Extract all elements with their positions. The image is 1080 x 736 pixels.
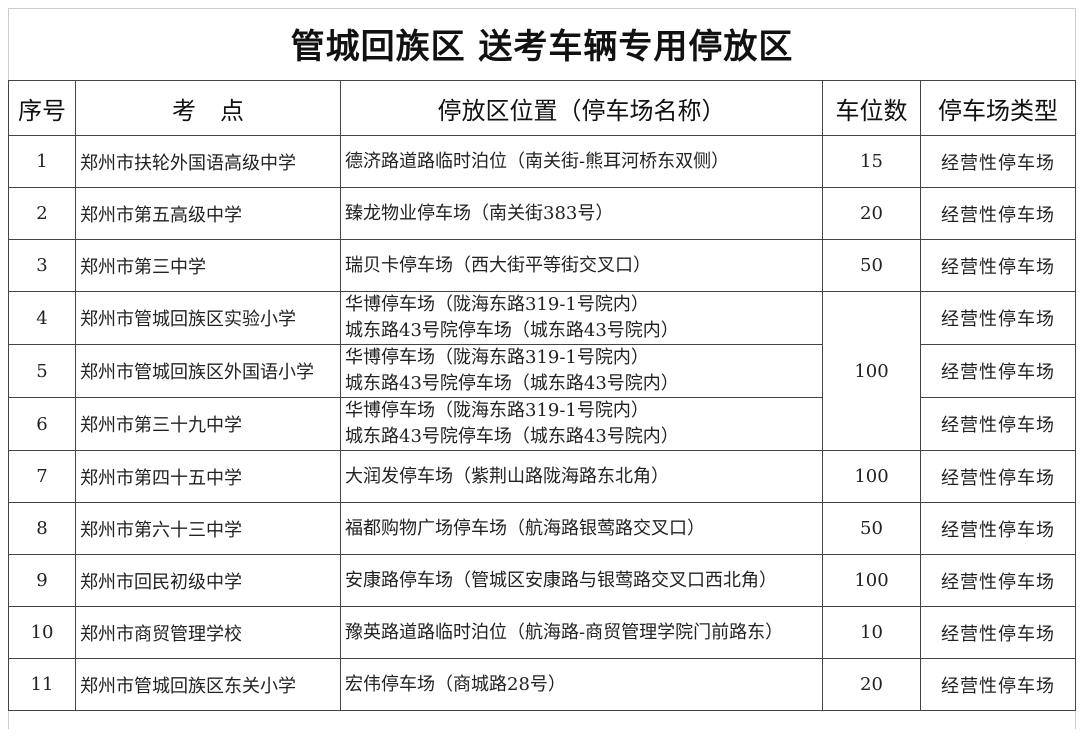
location-line: 豫英路道路临时泊位（航海路-商贸管理学院门前路东） [345,621,784,643]
location-line: 安康路停车场（管城区安康路与银莺路交叉口西北角） [345,569,777,591]
table-row: 9 郑州市回民初级中学 安康路停车场（管城区安康路与银莺路交叉口西北角） 100 经营性… [8,554,1076,607]
cell-location: 福都购物广场停车场（航海路银莺路交叉口） [340,502,823,555]
cell-location: 德济路道路临时泊位（南关街-熊耳河桥东双侧） [340,135,823,188]
cell-no: 9 [8,554,76,607]
cell-spaces: 50 [822,239,921,292]
cell-location: 安康路停车场（管城区安康路与银莺路交叉口西北角） [340,554,823,607]
cell-type: 经营性停车场 [920,135,1076,188]
header-no: 序号 [8,80,76,136]
cell-type: 经营性停车场 [920,344,1076,398]
cell-school: 郑州市管城回族区东关小学 [75,658,341,711]
page-title: 管城回族区 送考车辆专用停放区 [290,26,794,67]
cell-location: 大润发停车场（紫荆山路陇海路东北角） [340,450,823,503]
cell-spaces: 10 [822,606,921,659]
cell-spaces: 20 [822,187,921,240]
table-row: 3 郑州市第三中学 瑞贝卡停车场（西大街平等街交叉口） 50 经营性停车场 [8,239,1076,292]
cell-type: 经营性停车场 [920,658,1076,711]
cell-type: 经营性停车场 [920,450,1076,503]
location-line: 华博停车场（陇海东路319-1号院内） [345,347,649,368]
header-type: 停车场类型 [920,80,1076,136]
header-spaces: 车位数 [822,80,921,136]
table-header-row: 序号 考 点 停放区位置（停车场名称） 车位数 停车场类型 [8,80,1076,136]
location-line: 城东路43号院停车场（城东路43号院内） [345,373,679,394]
location-line: 城东路43号院停车场（城东路43号院内） [345,426,679,447]
table-row: 8 郑州市第六十三中学 福都购物广场停车场（航海路银莺路交叉口） 50 经营性停车场 [8,502,1076,555]
cell-spaces: 100 [822,291,921,451]
location-line: 宏伟停车场（商城路28号） [345,673,566,695]
cell-spaces: 100 [822,554,921,607]
cell-school: 郑州市第四十五中学 [75,450,341,503]
cell-school: 郑州市商贸管理学校 [75,606,341,659]
cell-school: 郑州市扶轮外国语高级中学 [75,135,341,188]
cell-location: 宏伟停车场（商城路28号） [340,658,823,711]
cell-no: 6 [8,397,76,451]
cell-school: 郑州市第五高级中学 [75,187,341,240]
table-row: 11 郑州市管城回族区东关小学 宏伟停车场（商城路28号） 20 经营性停车场 [8,658,1076,711]
cell-location: 华博停车场（陇海东路319-1号院内） 城东路43号院停车场（城东路43号院内） [340,291,823,345]
cell-no: 10 [8,606,76,659]
cell-spaces: 50 [822,502,921,555]
cell-no: 7 [8,450,76,503]
cell-type: 经营性停车场 [920,502,1076,555]
header-location: 停放区位置（停车场名称） [340,80,823,136]
cell-spaces: 15 [822,135,921,188]
table-row: 7 郑州市第四十五中学 大润发停车场（紫荆山路陇海路东北角） 100 经营性停车场 [8,450,1076,503]
table-row: 2 郑州市第五高级中学 臻龙物业停车场（南关街383号） 20 经营性停车场 [8,187,1076,240]
cell-location: 瑞贝卡停车场（西大街平等街交叉口） [340,239,823,292]
cell-no: 3 [8,239,76,292]
cell-no: 2 [8,187,76,240]
cell-type: 经营性停车场 [920,291,1076,345]
location-line: 城东路43号院停车场（城东路43号院内） [345,320,679,341]
header-school: 考 点 [75,80,341,136]
location-line: 大润发停车场（紫荆山路陇海路东北角） [345,465,669,487]
cell-spaces: 100 [822,450,921,503]
location-line: 华博停车场（陇海东路319-1号院内） [345,294,649,315]
cell-school: 郑州市第六十三中学 [75,502,341,555]
table-row: 10 郑州市商贸管理学校 豫英路道路临时泊位（航海路-商贸管理学院门前路东） 10 经营… [8,606,1076,659]
location-line: 瑞贝卡停车场（西大街平等街交叉口） [345,254,651,276]
cell-no: 4 [8,291,76,345]
table-row: 4 郑州市管城回族区实验小学 华博停车场（陇海东路319-1号院内） 城东路43号院停… [8,291,1076,451]
cell-location: 华博停车场（陇海东路319-1号院内） 城东路43号院停车场（城东路43号院内） [340,344,823,398]
cell-school: 郑州市第三中学 [75,239,341,292]
table-row: 6 郑州市第三十九中学 华博停车场（陇海东路319-1号院内） 城东路43号院停车场（… [8,397,1076,451]
cell-location: 臻龙物业停车场（南关街383号） [340,187,823,240]
cell-type: 经营性停车场 [920,554,1076,607]
cell-school: 郑州市第三十九中学 [75,397,341,451]
cell-school: 郑州市管城回族区实验小学 [75,291,341,345]
table-row: 1 郑州市扶轮外国语高级中学 德济路道路临时泊位（南关街-熊耳河桥东双侧） 15 经营性… [8,135,1076,188]
cell-type: 经营性停车场 [920,187,1076,240]
cell-spaces: 20 [822,658,921,711]
cell-no: 5 [8,344,76,398]
location-line: 德济路道路临时泊位（南关街-熊耳河桥东双侧） [345,150,730,172]
location-line: 华博停车场（陇海东路319-1号院内） [345,400,649,421]
cell-no: 11 [8,658,76,711]
cell-no: 1 [8,135,76,188]
cell-school: 郑州市回民初级中学 [75,554,341,607]
cell-type: 经营性停车场 [920,239,1076,292]
cell-location: 豫英路道路临时泊位（航海路-商贸管理学院门前路东） [340,606,823,659]
cell-location: 华博停车场（陇海东路319-1号院内） 城东路43号院停车场（城东路43号院内） [340,397,823,451]
cell-type: 经营性停车场 [920,397,1076,451]
cell-no: 8 [8,502,76,555]
location-line: 福都购物广场停车场（航海路银莺路交叉口） [345,517,705,539]
cell-type: 经营性停车场 [920,606,1076,659]
parking-table: 序号 考 点 停放区位置（停车场名称） 车位数 停车场类型 1 郑州市扶轮外国语高… [8,80,1076,711]
location-line: 臻龙物业停车场（南关街383号） [345,202,614,224]
cell-school: 郑州市管城回族区外国语小学 [75,344,341,398]
